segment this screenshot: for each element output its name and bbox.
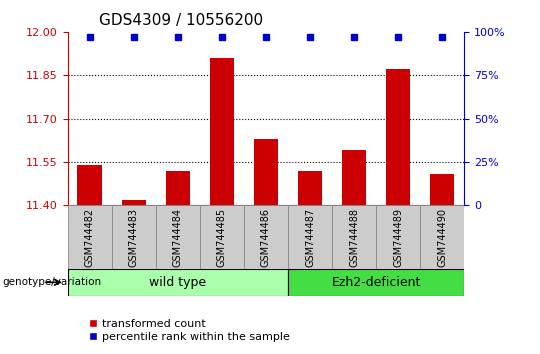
Bar bbox=[244, 205, 288, 269]
Text: wild type: wild type bbox=[149, 276, 206, 289]
Text: GSM744483: GSM744483 bbox=[129, 208, 139, 267]
Text: Ezh2-deficient: Ezh2-deficient bbox=[332, 276, 421, 289]
Text: GSM744487: GSM744487 bbox=[305, 207, 315, 267]
Bar bbox=[68, 269, 288, 296]
Bar bbox=[420, 205, 464, 269]
Text: GSM744486: GSM744486 bbox=[261, 208, 271, 267]
Text: GSM744490: GSM744490 bbox=[437, 208, 447, 267]
Text: GDS4309 / 10556200: GDS4309 / 10556200 bbox=[99, 13, 264, 28]
Bar bbox=[200, 205, 244, 269]
Text: GSM744484: GSM744484 bbox=[173, 208, 183, 267]
Bar bbox=[376, 205, 420, 269]
Bar bbox=[112, 205, 156, 269]
Bar bbox=[386, 69, 410, 205]
Text: GSM744489: GSM744489 bbox=[393, 208, 403, 267]
Bar bbox=[156, 205, 200, 269]
Bar bbox=[298, 171, 322, 205]
Bar bbox=[254, 139, 278, 205]
Legend: transformed count, percentile rank within the sample: transformed count, percentile rank withi… bbox=[84, 314, 294, 347]
Bar bbox=[77, 165, 102, 205]
Bar bbox=[122, 200, 146, 205]
Bar bbox=[68, 205, 112, 269]
Bar bbox=[210, 58, 234, 205]
Bar bbox=[342, 150, 366, 205]
Bar bbox=[288, 205, 332, 269]
Bar bbox=[166, 171, 190, 205]
Bar bbox=[332, 205, 376, 269]
Text: GSM744485: GSM744485 bbox=[217, 207, 227, 267]
Text: GSM744482: GSM744482 bbox=[85, 207, 94, 267]
Text: GSM744488: GSM744488 bbox=[349, 208, 359, 267]
Bar bbox=[288, 269, 464, 296]
Text: genotype/variation: genotype/variation bbox=[3, 277, 102, 287]
Bar bbox=[430, 173, 455, 205]
